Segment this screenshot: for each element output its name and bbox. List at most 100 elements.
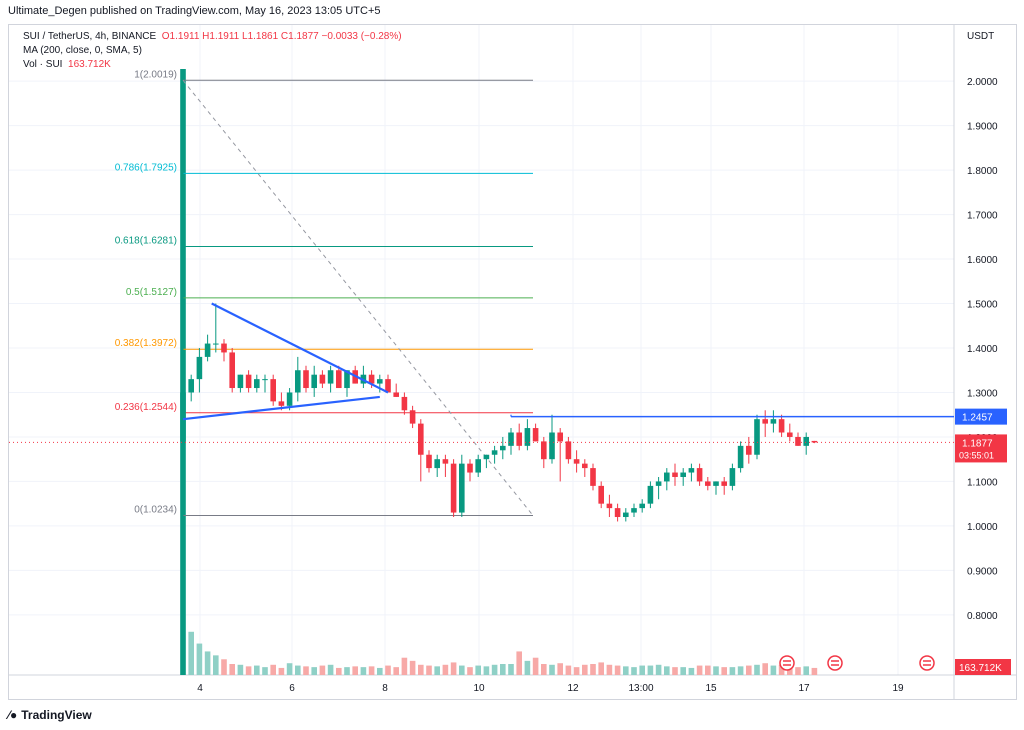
y-tick-label: 2.0000 — [967, 77, 998, 88]
candle-body — [623, 512, 629, 518]
volume-bar — [549, 664, 555, 675]
candle-body — [590, 468, 596, 486]
currency-label: USDT — [967, 31, 994, 42]
volume-bar — [401, 657, 408, 675]
candle-body — [631, 508, 637, 513]
volume-bar — [754, 664, 760, 675]
candle-body — [705, 481, 711, 486]
volume-bar — [229, 664, 235, 675]
volume-bar — [434, 666, 440, 675]
volume-bar — [811, 667, 818, 675]
volume-bar — [500, 664, 506, 675]
candle-body — [639, 503, 645, 509]
candle-body — [393, 392, 399, 397]
volume-bar — [491, 664, 498, 675]
price-chart[interactable]: 2.0000 1.9000 1.8000 1.7000 1.6000 1.5000 1.40… — [9, 25, 1016, 699]
legend-ma: MA (200, close, 0, SMA, 5) — [23, 45, 142, 56]
volume-bar — [459, 665, 465, 675]
volume-bar — [360, 667, 367, 675]
volume-bar — [344, 667, 350, 675]
y-tick-label: 1.5000 — [967, 300, 998, 311]
publish-info: Ultimate_Degen published on TradingView.… — [8, 5, 381, 17]
candle-body — [696, 468, 703, 482]
volume-bar — [770, 665, 777, 675]
volume-bar — [688, 667, 695, 675]
candle-body — [245, 374, 252, 389]
y-tick-label: 1.9000 — [967, 122, 998, 133]
chart-frame[interactable]: 2.0000 1.9000 1.8000 1.7000 1.6000 1.5000 1.40… — [8, 24, 1017, 700]
candle-body — [778, 419, 785, 433]
volume-bar — [582, 664, 588, 675]
candle-body — [573, 459, 580, 464]
volume-bar — [598, 662, 604, 675]
volume-bar — [475, 665, 481, 675]
resistance-price-tag — [955, 408, 1007, 425]
volume-bar — [664, 666, 670, 675]
legend-volume-label: Vol · SUI — [23, 59, 63, 70]
volume-bar — [639, 665, 645, 675]
tradingview-brand[interactable]: ⁄● TradingView — [8, 708, 92, 722]
candle-body — [459, 463, 465, 513]
volume-bar — [385, 665, 391, 675]
y-tick-label: 0.9000 — [967, 566, 998, 577]
candle-body — [770, 419, 777, 424]
volume-bar — [262, 667, 268, 675]
candle-body — [319, 374, 326, 384]
candle-body — [516, 432, 522, 446]
candle-body — [582, 463, 588, 469]
candle-body — [737, 445, 744, 469]
event-flag-icon — [919, 655, 935, 671]
candle-body — [442, 459, 449, 464]
last-price-tag — [955, 434, 1007, 463]
candle-body — [254, 379, 260, 389]
legend-ohlc: O1.1911 H1.1911 L1.1861 C1.1877 −0.0033 … — [161, 31, 402, 42]
volume-bar — [696, 665, 703, 675]
volume-bar — [655, 664, 662, 675]
candle-body — [377, 379, 383, 384]
x-tick-label: 17 — [798, 683, 810, 694]
volume-bar — [803, 666, 809, 675]
candle-body — [344, 370, 350, 389]
candle-body — [549, 432, 555, 460]
volume-bar — [680, 667, 686, 675]
candle-body — [450, 463, 457, 513]
x-tick-label: 6 — [289, 683, 295, 694]
candle-body — [303, 370, 309, 389]
y-tick-label: 1.1000 — [967, 477, 998, 488]
candle-body — [311, 374, 317, 389]
countdown-label: 03:55:01 — [959, 450, 994, 460]
candle-body — [229, 352, 235, 389]
volume-bar — [713, 666, 719, 675]
candle-body — [557, 432, 563, 442]
candle-body — [754, 419, 760, 455]
volume-bar — [409, 660, 416, 675]
candle-body — [606, 503, 613, 509]
fib-level-label: 0.5(1.5127) — [126, 287, 177, 298]
x-tick-label: 19 — [892, 683, 904, 694]
candle-body — [483, 454, 490, 460]
candle-body — [491, 450, 498, 455]
candle-body — [385, 379, 391, 393]
volume-bar — [483, 666, 490, 675]
legend-row-symbol: SUI / TetherUS, 4h, BINANCE O1.1911 H1.1… — [23, 31, 402, 42]
volume-bar — [516, 651, 522, 675]
candle-body — [688, 468, 695, 473]
y-tick-label: 1.8000 — [967, 166, 998, 177]
y-tick-label: 1.3000 — [967, 388, 998, 399]
y-tick-label: 1.7000 — [967, 211, 998, 222]
volume-bar — [254, 665, 260, 675]
volume-bar — [647, 665, 654, 675]
volume-bar — [418, 664, 424, 675]
volume-bar — [787, 666, 793, 675]
volume-bar — [614, 665, 621, 675]
candle-body — [680, 472, 686, 477]
candle-body — [787, 432, 793, 437]
x-tick-label: 4 — [197, 683, 203, 694]
volume-bar — [319, 665, 326, 675]
y-tick-label: 1.6000 — [967, 255, 998, 266]
x-tick-label: 10 — [473, 683, 485, 694]
legend-volume-value: 163.712K — [68, 59, 111, 70]
volume-bar — [245, 666, 252, 675]
y-tick-label: 0.8000 — [967, 611, 998, 622]
volume-bar — [188, 631, 194, 675]
